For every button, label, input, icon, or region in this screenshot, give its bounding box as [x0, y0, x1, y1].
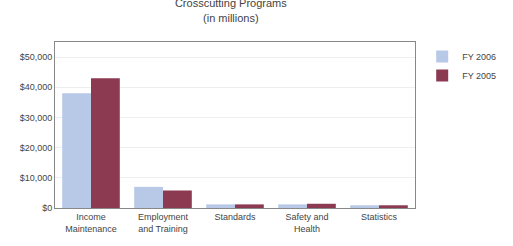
svg-text:IncomeMaintenance: IncomeMaintenance	[65, 212, 117, 234]
svg-text:$30,000: $30,000	[20, 113, 53, 123]
svg-text:FY 2005: FY 2005	[462, 71, 496, 81]
svg-text:$0: $0	[42, 203, 52, 213]
svg-text:Crosscutting Programs(in milli: Crosscutting Programs(in millions)	[175, 0, 287, 24]
svg-text:Statistics: Statistics	[361, 212, 398, 222]
svg-text:FY 2006: FY 2006	[462, 52, 496, 62]
svg-text:$20,000: $20,000	[20, 143, 53, 153]
svg-text:$10,000: $10,000	[20, 173, 53, 183]
svg-text:Standards: Standards	[214, 212, 256, 222]
svg-text:$50,000: $50,000	[20, 52, 53, 62]
svg-text:Employmentand Training: Employmentand Training	[138, 212, 189, 234]
svg-text:$40,000: $40,000	[20, 82, 53, 92]
svg-text:Safety andHealth: Safety andHealth	[285, 212, 328, 234]
